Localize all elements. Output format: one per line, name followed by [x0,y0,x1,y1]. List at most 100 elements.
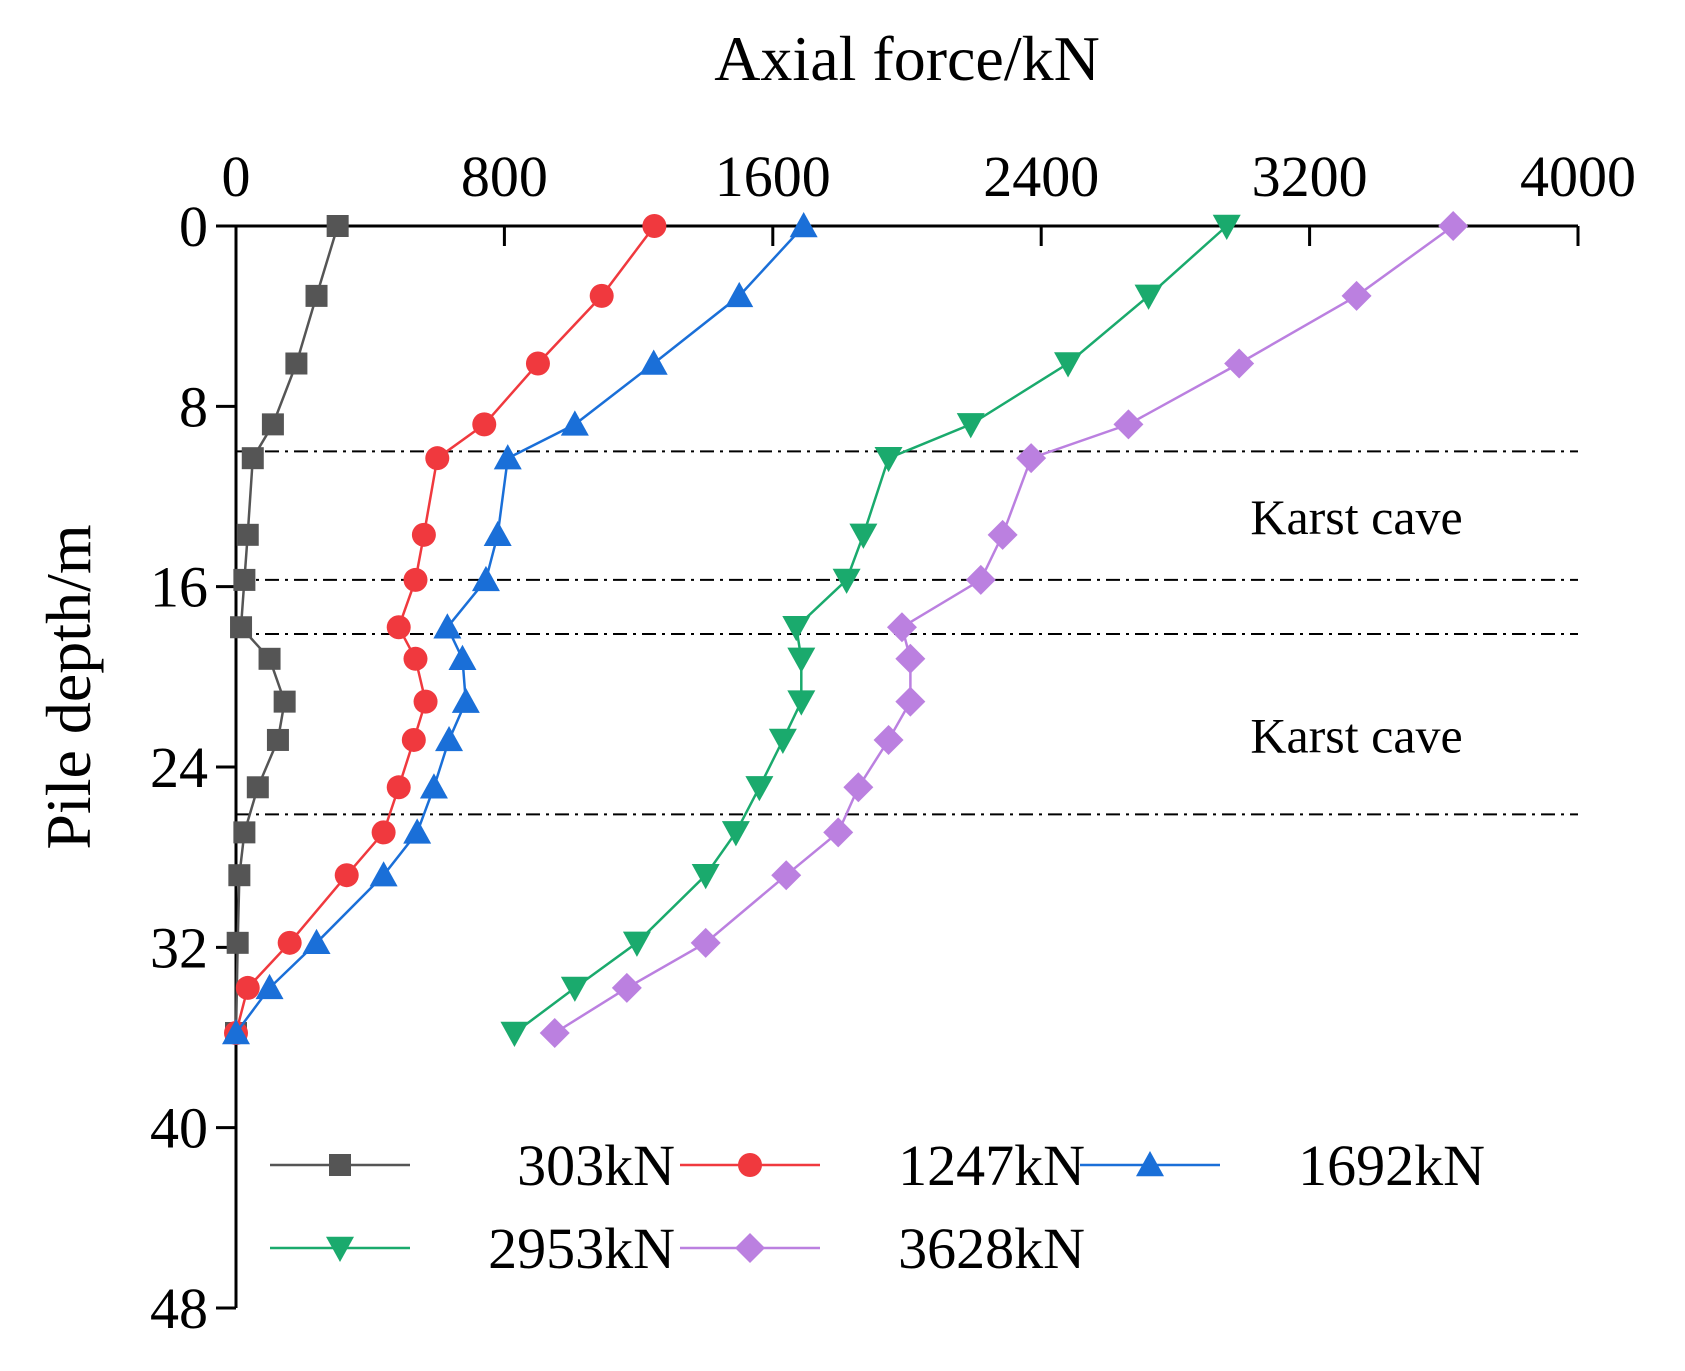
series-line-3628kN [554,224,1454,1035]
x-axis-title: Axial force/kN [714,23,1100,94]
data-point-1692kN [493,444,522,470]
data-point-2953kN [560,976,589,1002]
data-point-3628kN [1113,409,1144,440]
legend: 303kN 1247kN 1692kN 2953kN 3628kN [270,1133,1485,1281]
x-tick-label: 3200 [1252,144,1368,209]
legend-item-3628kN: 3628kN [680,1216,1085,1281]
series-1692kN [222,212,818,1045]
data-point-1692kN [403,818,432,844]
data-point-3628kN [1438,211,1469,241]
data-point-3628kN [987,519,1018,550]
data-point-1692kN [560,410,589,436]
y-axis-title: Pile depth/m [33,524,104,849]
legend-label: 2953kN [488,1216,675,1281]
data-point-1692kN [255,973,284,1000]
data-point-303kN [326,215,349,237]
data-point-3628kN [539,1017,570,1048]
legend-label: 303kN [517,1133,675,1198]
x-tick-label: 2400 [983,144,1099,209]
series-2953kN [500,214,1241,1047]
legend-item-1692kN: 1692kN [1080,1133,1485,1198]
y-tick-label: 24 [150,735,208,800]
data-point-1247kN [413,689,438,714]
data-point-2953kN [787,647,816,673]
data-point-2953kN [832,568,861,594]
data-point-1247kN [411,522,436,547]
data-point-2953kN [782,616,811,642]
data-point-1692kN [369,861,398,887]
data-point-303kN [233,568,256,591]
series-layer [222,211,1469,1048]
data-point-303kN [261,413,284,436]
data-point-1692kN [725,281,754,308]
data-point-1692kN [433,613,462,639]
legend-marker [329,1154,351,1176]
data-point-303kN [273,690,296,713]
data-point-3628kN [886,612,917,643]
data-point-1247kN [386,775,411,800]
data-point-3628kN [1341,280,1372,311]
x-tick-label: 800 [461,144,548,209]
data-point-3628kN [690,927,721,958]
data-point-3628kN [895,643,926,674]
data-point-1247kN [235,975,260,1000]
legend-label: 1692kN [1298,1133,1485,1198]
data-point-1247kN [525,351,550,376]
legend-marker [738,1153,762,1177]
data-point-1692kN [222,1018,250,1045]
data-point-2953kN [1134,284,1163,310]
data-point-2953kN [874,446,903,473]
series-1247kN [224,214,667,1045]
data-point-1247kN [334,863,359,888]
data-point-303kN [228,864,251,887]
data-point-1692kN [483,520,512,547]
data-point-303kN [226,931,249,954]
data-point-1692kN [789,212,818,238]
data-point-1692kN [471,565,500,592]
data-point-303kN [230,616,253,639]
data-point-3628kN [1224,348,1255,379]
data-point-2953kN [622,931,651,957]
y-tick-label: 40 [150,1096,208,1161]
data-point-1247kN [277,930,302,955]
series-303kN [225,215,349,1044]
data-point-303kN [258,647,281,670]
data-point-303kN [285,352,308,375]
data-point-1247kN [403,646,428,671]
data-point-2953kN [849,523,878,549]
data-point-303kN [305,284,328,307]
series-3628kN [539,211,1469,1048]
data-point-1247kN [472,412,497,437]
legend-marker [735,1233,765,1263]
data-point-3628kN [895,686,926,717]
data-point-3628kN [823,817,854,848]
data-point-3628kN [843,772,874,803]
data-point-1692kN [419,773,448,799]
annotation-karst-cave: Karst cave [1250,707,1462,763]
legend-marker [326,1236,354,1262]
x-tick-label: 4000 [1520,144,1636,209]
x-ticks: 0 800 1600 2400 3200 4000 [222,144,1636,246]
data-point-2953kN [691,864,720,890]
data-point-3628kN [873,724,904,755]
y-tick-label: 48 [150,1276,208,1341]
data-point-2953kN [956,413,985,439]
data-point-1692kN [451,687,480,713]
data-point-1692kN [639,349,668,375]
data-point-303kN [236,523,259,546]
data-point-1247kN [403,567,428,592]
data-point-2953kN [721,821,750,847]
data-point-2953kN [1054,352,1083,378]
x-tick-label: 0 [222,144,251,209]
legend-label: 1247kN [898,1133,1085,1198]
data-point-1247kN [401,727,426,752]
y-ticks: 0 8 16 24 32 40 48 [150,194,236,1341]
y-tick-label: 16 [150,555,208,620]
annotations-layer: Karst cave Karst cave [1250,489,1462,764]
data-point-3628kN [965,564,996,595]
axes-layer: 0 800 1600 2400 3200 4000 0 8 16 24 32 40 48 Axial … [33,23,1636,1341]
data-point-1247kN [371,820,396,845]
data-point-303kN [233,821,256,844]
